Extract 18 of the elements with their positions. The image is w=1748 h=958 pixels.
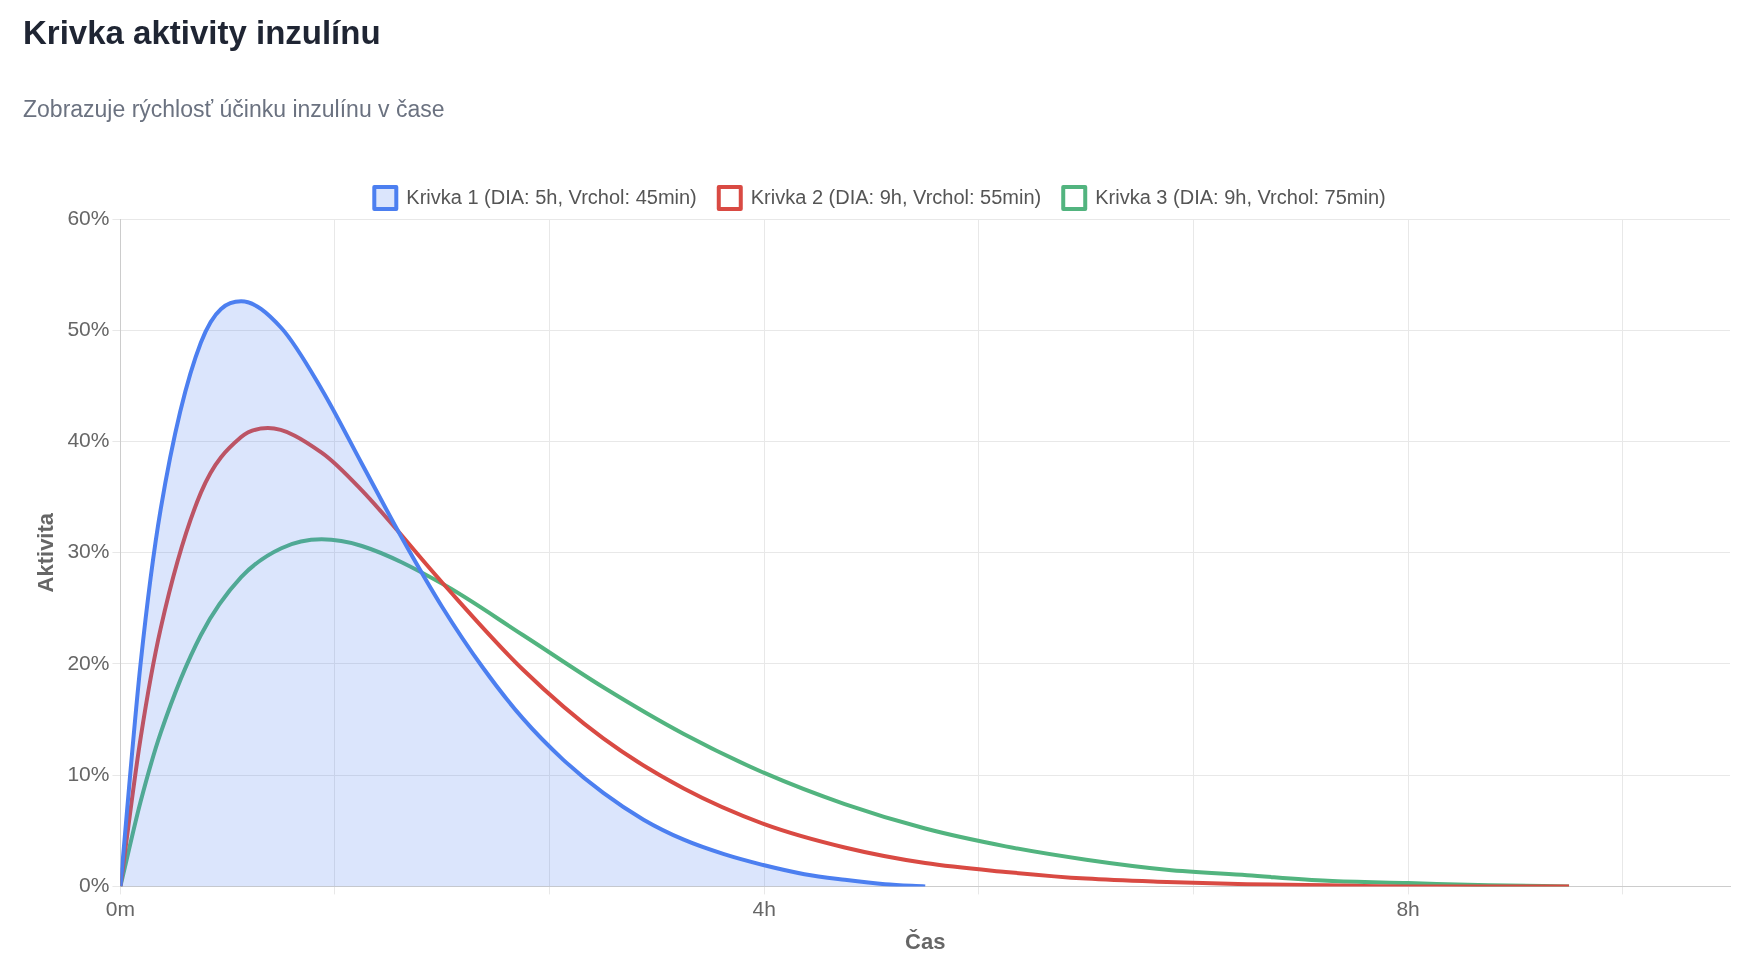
y-tick-label: 30% — [67, 539, 110, 563]
legend-label: Krivka 1 (DIA: 5h, Vrchol: 45min) — [406, 185, 697, 208]
y-tick-label: 10% — [67, 761, 110, 785]
line-series — [120, 426, 1572, 887]
y-tick-label: 20% — [67, 650, 110, 674]
y-tick-label: 40% — [67, 428, 110, 452]
y-tick-label: 60% — [67, 205, 110, 229]
x-tick-label: 0m — [105, 896, 136, 920]
chart-subtitle: Zobrazuje rýchlosť účinku inzulínu v čase — [23, 96, 445, 123]
x-axis-title: Čas — [905, 928, 946, 954]
legend-label: Krivka 3 (DIA: 9h, Vrchol: 75min) — [1095, 185, 1386, 208]
y-tick-label: 0% — [79, 873, 110, 897]
y-axis-title: Aktivita — [33, 512, 59, 593]
x-tick-label: 4h — [752, 896, 776, 920]
x-tick-label: 8h — [1396, 896, 1420, 920]
y-tick-label: 50% — [67, 317, 110, 341]
chart-title: Krivka aktivity inzulínu — [23, 14, 381, 52]
legend-label: Krivka 2 (DIA: 9h, Vrchol: 55min) — [750, 185, 1042, 208]
